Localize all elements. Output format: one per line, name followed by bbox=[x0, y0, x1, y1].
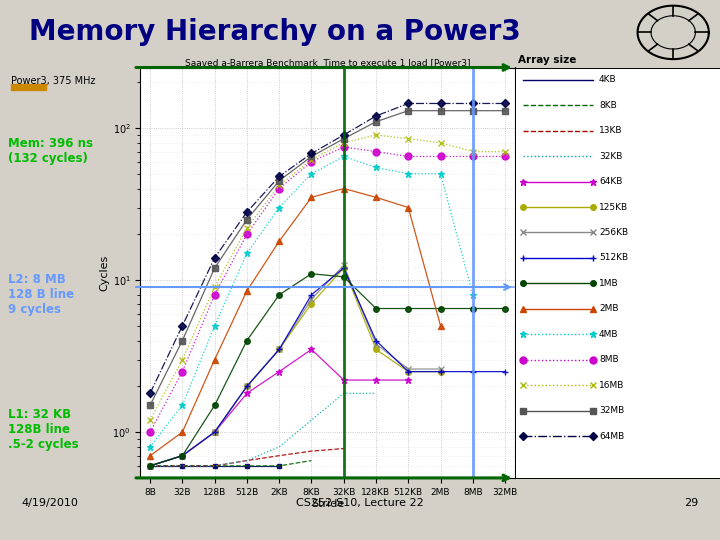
Text: 4/19/2010: 4/19/2010 bbox=[22, 498, 78, 508]
Text: 4MB: 4MB bbox=[599, 330, 618, 339]
Text: Memory Hierarchy on a Power3: Memory Hierarchy on a Power3 bbox=[29, 18, 521, 46]
Text: 4KB: 4KB bbox=[599, 75, 616, 84]
Text: L2: 8 MB
128 B line
9 cycles: L2: 8 MB 128 B line 9 cycles bbox=[9, 273, 75, 316]
Text: 125KB: 125KB bbox=[599, 202, 628, 212]
Text: 512KB: 512KB bbox=[599, 253, 628, 262]
Text: 13KB: 13KB bbox=[599, 126, 622, 135]
Bar bbox=[12, 84, 46, 90]
Text: 32KB: 32KB bbox=[599, 152, 622, 160]
Text: 64KB: 64KB bbox=[599, 177, 622, 186]
Text: 2MB: 2MB bbox=[599, 305, 618, 313]
Text: 64MB: 64MB bbox=[599, 431, 624, 441]
Text: 29: 29 bbox=[684, 498, 698, 508]
Text: 256KB: 256KB bbox=[599, 228, 628, 237]
Text: 1MB: 1MB bbox=[599, 279, 618, 288]
Text: Array size: Array size bbox=[518, 55, 577, 65]
Text: 16MB: 16MB bbox=[599, 381, 624, 390]
Text: 32MB: 32MB bbox=[599, 406, 624, 415]
X-axis label: Stride: Stride bbox=[311, 500, 344, 509]
Text: CS252-S10, Lecture 22: CS252-S10, Lecture 22 bbox=[296, 498, 424, 508]
Y-axis label: Cycles: Cycles bbox=[99, 254, 109, 291]
Title: Saaved a-Barrera Benchmark  Time to execute 1 load [Power3]: Saaved a-Barrera Benchmark Time to execu… bbox=[185, 58, 470, 67]
Text: L1: 32 KB
128B line
.5-2 cycles: L1: 32 KB 128B line .5-2 cycles bbox=[9, 408, 79, 451]
Text: 8MB: 8MB bbox=[599, 355, 618, 364]
Text: Power3, 375 MHz: Power3, 375 MHz bbox=[12, 76, 96, 86]
Text: Mem: 396 ns
(132 cycles): Mem: 396 ns (132 cycles) bbox=[9, 137, 94, 165]
Text: 8KB: 8KB bbox=[599, 101, 617, 110]
